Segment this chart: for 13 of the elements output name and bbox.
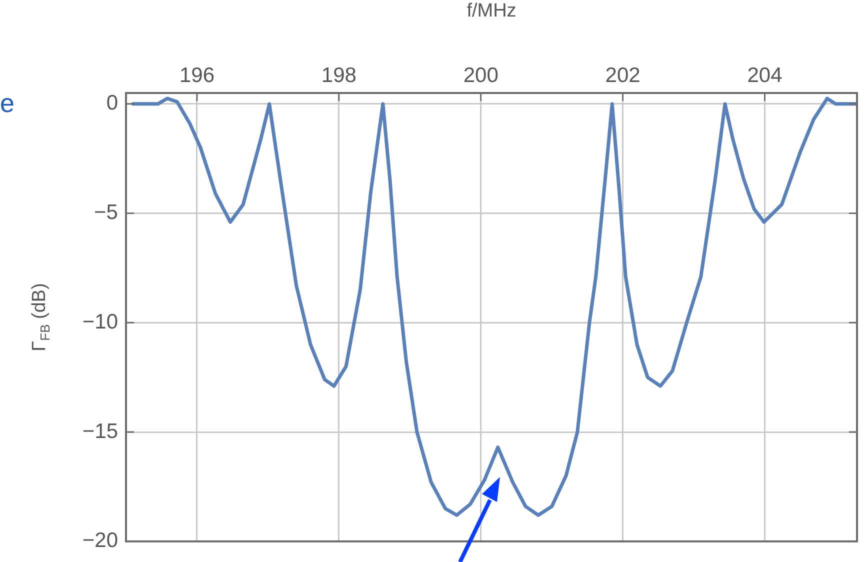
y-tick-label: −20 xyxy=(82,529,118,552)
y-tick-label: −15 xyxy=(82,420,118,443)
y-tick-label: 0 xyxy=(106,92,118,115)
text: e xyxy=(0,88,14,119)
x-tick-label: 204 xyxy=(747,64,783,88)
x-tick-label: 196 xyxy=(179,64,214,88)
x-axis-title: f/MHz xyxy=(466,0,516,22)
x-tick-label: 198 xyxy=(321,64,356,88)
x-tick-label: 200 xyxy=(463,64,498,88)
y-tick-label: −10 xyxy=(82,310,118,334)
y-tick-label: −5 xyxy=(94,201,118,224)
x-tick-label: 202 xyxy=(605,64,640,88)
y-axis-title: ΓFB (dB) xyxy=(29,283,53,352)
